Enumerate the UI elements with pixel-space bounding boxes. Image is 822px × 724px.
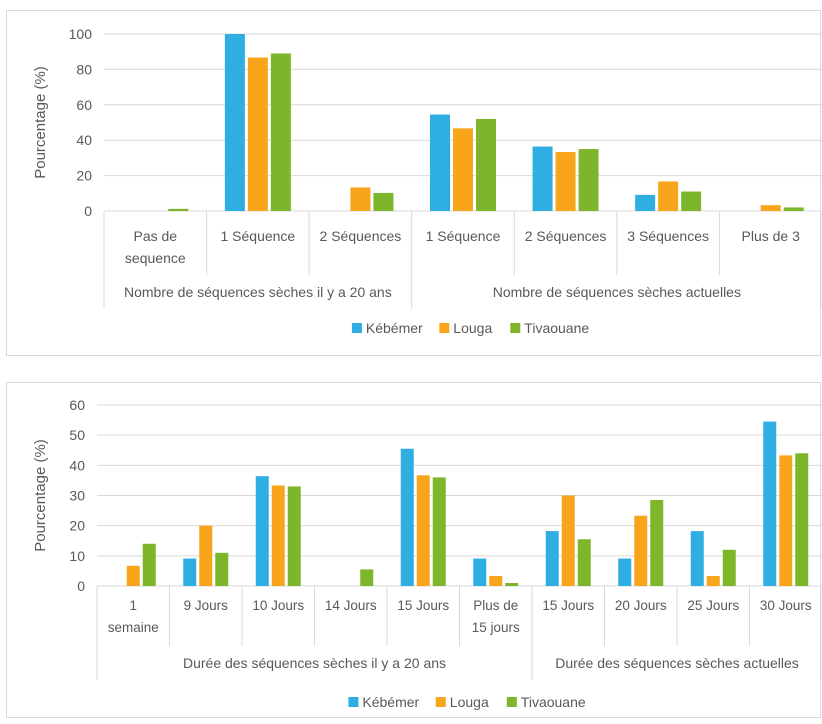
bar-kébémer	[400, 448, 414, 586]
y-tick-label: 10	[69, 548, 85, 564]
bar-tivaouane	[142, 543, 156, 586]
legend-swatch	[510, 323, 521, 333]
x-tick-label: 15 Jours	[542, 598, 594, 613]
bar-kébémer	[635, 194, 656, 211]
y-tick-label: 20	[76, 168, 92, 184]
x-tick-label: semaine	[108, 620, 159, 635]
legend-swatch	[506, 697, 517, 707]
legend-label: Louga	[453, 320, 492, 336]
bar-tivaouane	[505, 582, 519, 586]
group-label: Durée des séquences sèches il y a 20 ans	[183, 655, 446, 671]
bar-tivaouane	[783, 207, 804, 211]
x-tick-label: 1 Séquence	[426, 228, 501, 244]
y-tick-label: 20	[69, 518, 85, 534]
legend-swatch	[439, 323, 450, 333]
bar-louga	[126, 565, 140, 586]
bar-tivaouane	[795, 453, 809, 586]
bar-kébémer	[618, 558, 632, 586]
y-axis-title: Pourcentage (%)	[32, 66, 49, 179]
bar-tivaouane	[650, 500, 664, 586]
bar-louga	[561, 495, 575, 586]
x-tick-label: sequence	[125, 250, 186, 266]
x-tick-label: 3 Séquences	[627, 228, 709, 244]
bar-kébémer	[763, 421, 777, 586]
bar-kébémer	[183, 558, 197, 586]
bar-louga	[658, 181, 679, 211]
bar-tivaouane	[215, 552, 229, 586]
bar-tivaouane	[577, 539, 591, 586]
x-tick-label: 20 Jours	[615, 598, 667, 613]
y-tick-label: 80	[76, 61, 92, 77]
x-tick-label: 30 Jours	[760, 598, 812, 613]
bar-louga	[706, 576, 720, 586]
chart-sequences-duration: 0 10 20 30 40 50 60 Pourcentage (%) 1 semaine 9 Jo…	[32, 397, 822, 710]
bar-tivaouane	[168, 208, 189, 211]
bar-louga	[416, 475, 430, 586]
bar-louga	[271, 485, 285, 586]
legend-swatch	[435, 697, 446, 707]
x-tick-label: Plus de	[473, 598, 518, 613]
x-tick-label: Pas de	[133, 228, 177, 244]
bar-tivaouane	[373, 192, 394, 211]
bar-tivaouane	[681, 191, 702, 211]
bar-louga	[779, 455, 793, 586]
bar-kébémer	[532, 146, 553, 211]
y-tick-label: 60	[69, 397, 85, 413]
bar-louga	[199, 525, 213, 586]
bar-louga	[489, 576, 503, 586]
bar-tivaouane	[270, 53, 291, 211]
legend-label: Kébémer	[362, 694, 419, 710]
y-tick-label: 50	[69, 427, 85, 443]
x-tick-label: 2 Séquences	[525, 228, 607, 244]
legend-label: Tivaouane	[521, 694, 586, 710]
legend-swatch	[351, 323, 362, 333]
x-tick-label: 1	[129, 598, 137, 613]
bar-louga	[453, 128, 473, 211]
group-label: Nombre de séquences sèches il y a 20 ans	[124, 284, 392, 300]
legend-swatch	[348, 697, 359, 707]
legend-label: Louga	[450, 694, 489, 710]
bar-kébémer	[430, 114, 450, 211]
bar-kébémer	[473, 558, 487, 586]
x-tick-label: 25 Jours	[687, 598, 739, 613]
bar-louga	[760, 205, 781, 211]
bar-tivaouane	[287, 486, 301, 586]
bar-louga	[634, 515, 648, 586]
x-tick-label: 9 Jours	[184, 598, 229, 613]
group-label: Nombre de séquences sèches actuelles	[493, 284, 741, 300]
y-tick-label: 0	[77, 578, 85, 594]
bar-tivaouane	[578, 149, 599, 211]
chart-sequences-count: 0 20 40 60 80 100 Pourcentage (%) Pas de sequenc…	[32, 26, 822, 336]
group-label: Durée des séquences sèches actuelles	[555, 655, 799, 671]
x-tick-label: 2 Séquences	[320, 228, 402, 244]
bar-tivaouane	[432, 477, 446, 586]
bar-kébémer	[690, 531, 704, 586]
bar-kébémer	[545, 531, 559, 586]
y-tick-label: 40	[69, 457, 85, 473]
x-tick-label: 14 Jours	[325, 598, 377, 613]
bar-tivaouane	[722, 549, 736, 586]
x-tick-label: 10 Jours	[252, 598, 304, 613]
y-tick-label: 60	[76, 97, 92, 113]
x-tick-label: 15 jours	[472, 620, 520, 635]
bar-louga	[555, 152, 576, 211]
y-tick-label: 30	[69, 488, 85, 504]
y-axis-title: Pourcentage (%)	[32, 439, 49, 552]
bar-kébémer	[224, 34, 245, 211]
bar-tivaouane	[476, 118, 496, 211]
y-tick-label: 100	[69, 26, 93, 42]
y-tick-label: 40	[76, 132, 92, 148]
x-tick-label: Plus de 3	[742, 228, 801, 244]
legend-label: Tivaouane	[524, 320, 589, 336]
bar-louga	[247, 57, 268, 211]
bar-tivaouane	[360, 569, 374, 586]
chart-panel-durations: 0 10 20 30 40 50 60 Pourcentage (%) 1 semaine 9 Jo…	[6, 382, 822, 718]
y-tick-label: 0	[84, 203, 92, 219]
chart-panel-sequences: 0 20 40 60 80 100 Pourcentage (%) Pas de sequenc…	[6, 10, 822, 356]
x-tick-label: 1 Séquence	[220, 228, 295, 244]
bar-kébémer	[255, 476, 269, 586]
bar-louga	[350, 187, 371, 211]
legend-label: Kébémer	[366, 320, 423, 336]
x-tick-label: 15 Jours	[397, 598, 449, 613]
